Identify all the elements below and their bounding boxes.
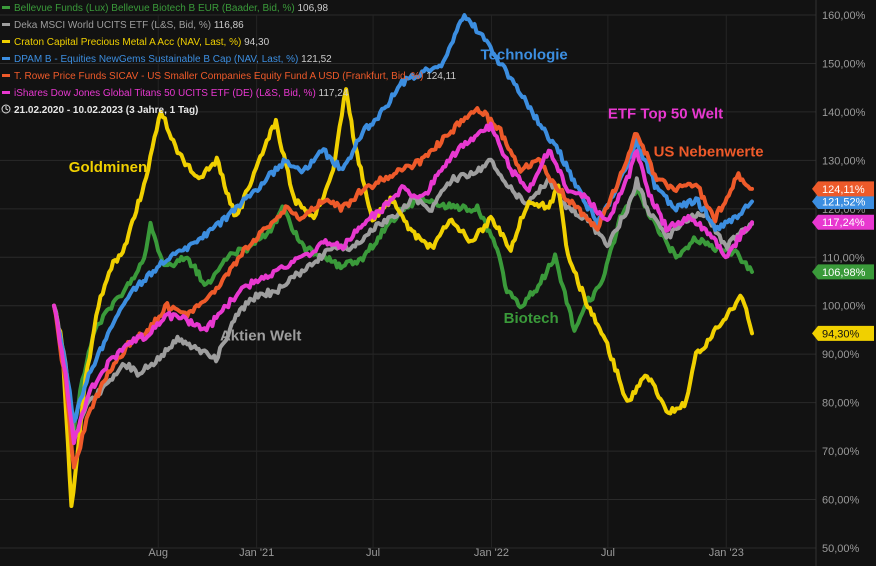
last-value-badge (812, 264, 874, 280)
last-value-badge (812, 214, 874, 230)
legend-entry: Bellevue Funds (Lux) Bellevue Biotech B … (14, 3, 329, 14)
legend-last-value: 124,11 (426, 71, 456, 82)
legend-last-value: 94,30 (244, 37, 269, 48)
y-tick-label: 80,00% (822, 398, 860, 410)
last-value-badge (812, 181, 874, 197)
legend-last-value: 106,98 (297, 3, 328, 14)
legend-label: Craton Capital Precious Metal A Acc (NAV… (14, 37, 244, 48)
legend-swatch (2, 40, 10, 43)
y-tick-label: 160,00% (822, 10, 866, 22)
legend-label: Bellevue Funds (Lux) Bellevue Biotech B … (14, 3, 297, 14)
series-annotation: US Nebenwerte (654, 143, 764, 160)
legend-last-value: 116,86 (214, 20, 244, 31)
series-annotation: Biotech (504, 310, 559, 327)
legend-label: T. Rowe Price Funds SICAV - US Smaller C… (14, 71, 426, 82)
legend-entry: T. Rowe Price Funds SICAV - US Smaller C… (14, 71, 456, 82)
last-value-badge (812, 325, 874, 341)
last-value-badge-label: 121,52% (822, 196, 866, 208)
series-annotation: Goldminen (69, 159, 147, 176)
x-tick-label: Jan '21 (239, 547, 274, 559)
y-tick-label: 140,00% (822, 107, 866, 119)
x-tick-label: Jul (601, 547, 615, 559)
legend-swatch (2, 57, 10, 60)
legend-swatch (2, 6, 10, 9)
last-value-badge-label: 124,11% (822, 184, 865, 196)
series-line (52, 157, 754, 441)
x-tick-label: Aug (148, 547, 168, 559)
last-value-badge (812, 193, 874, 209)
legend-swatch (2, 23, 10, 26)
last-value-badge-label: 94,30% (822, 328, 860, 340)
last-value-badge-label: 106,98% (822, 267, 866, 279)
legend-label: DPAM B - Equities NewGems Sustainable B … (14, 54, 301, 65)
y-tick-label: 70,00% (822, 446, 860, 458)
legend-label: Deka MSCI World UCITS ETF (L&S, Bid, %) (14, 20, 214, 31)
legend-swatch (2, 91, 10, 94)
legend-swatch (2, 74, 10, 77)
legend-entry: Craton Capital Precious Metal A Acc (NAV… (14, 37, 270, 48)
y-tick-label: 110,00% (822, 252, 865, 264)
series-annotation: Technologie (481, 47, 568, 64)
series-annotation: Aktien Welt (220, 328, 301, 345)
x-tick-label: Jan '23 (709, 547, 744, 559)
y-tick-label: 60,00% (822, 495, 860, 507)
y-tick-label: 100,00% (822, 301, 866, 313)
series-line (52, 121, 754, 446)
legend-entry: DPAM B - Equities NewGems Sustainable B … (14, 54, 332, 65)
clock-hands (5, 106, 9, 111)
clock-icon (1, 104, 11, 114)
series-line (52, 13, 754, 424)
series-line (52, 87, 754, 508)
legend-last-value: 121,52 (301, 54, 332, 65)
axes: 160,00%150,00%140,00%130,00%120,00%110,0… (148, 0, 866, 566)
series-lines (52, 13, 754, 508)
y-tick-label: 90,00% (822, 349, 860, 361)
legend-last-value: 117,24 (319, 88, 349, 99)
legend: Bellevue Funds (Lux) Bellevue Biotech B … (1, 3, 456, 116)
series-annotation: ETF Top 50 Welt (608, 106, 723, 123)
series-line (52, 106, 754, 470)
x-tick-label: Jul (366, 547, 380, 559)
legend-entry: Deka MSCI World UCITS ETF (L&S, Bid, %) … (14, 20, 244, 31)
y-tick-label: 50,00% (822, 543, 860, 555)
x-tick-label: Jan '22 (474, 547, 509, 559)
legend-label: iShares Dow Jones Global Titans 50 UCITS… (14, 88, 319, 99)
y-tick-label: 150,00% (822, 58, 866, 70)
period-label: 21.02.2020 - 10.02.2023 (3 Jahre, 1 Tag) (14, 105, 198, 116)
last-value-badges: 106,98% 94,30% 121,52%124,11% 117,24% (812, 181, 874, 341)
legend-entry: iShares Dow Jones Global Titans 50 UCITS… (14, 88, 349, 99)
annotations: Technologie ETF Top 50 Welt US Nebenwerte G… (69, 47, 764, 345)
y-tick-label: 130,00% (822, 155, 866, 167)
last-value-badge-label: 117,24% (822, 217, 865, 229)
